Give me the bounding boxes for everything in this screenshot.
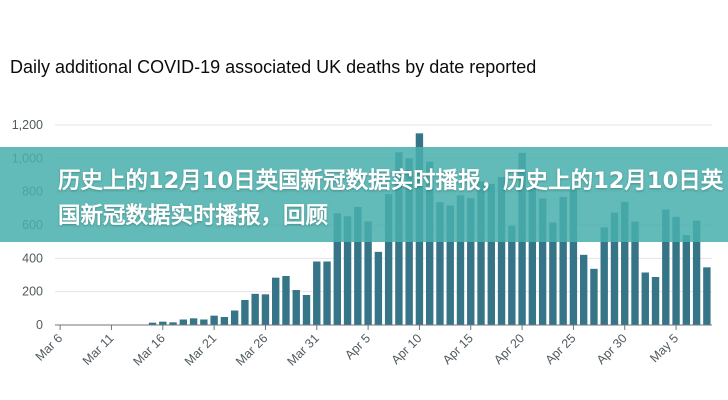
x-tick-label: Apr 5: [342, 331, 373, 362]
bar: [272, 277, 280, 325]
bar: [559, 197, 567, 325]
bar: [528, 187, 537, 325]
bar: [446, 205, 454, 325]
bar: [333, 213, 342, 325]
bar: [579, 254, 588, 325]
bar: [549, 222, 557, 325]
bar: [600, 227, 608, 325]
bar: [508, 225, 516, 325]
bar: [651, 277, 660, 325]
bar: [210, 315, 218, 325]
bar: [159, 321, 167, 325]
bar: [477, 181, 485, 325]
x-tick-label: Mar 26: [233, 331, 270, 368]
x-tick-label: Mar 6: [33, 331, 66, 364]
bar: [189, 318, 198, 325]
bar: [220, 317, 229, 325]
x-tick-label: Mar 21: [182, 331, 219, 368]
bar: [703, 267, 711, 325]
x-tick-label: Apr 15: [440, 331, 476, 367]
bar: [313, 261, 321, 325]
bar: [364, 221, 372, 325]
y-tick-label: 400: [22, 251, 43, 265]
bar: [241, 300, 249, 325]
headline-banner: [0, 147, 728, 242]
bar: [631, 221, 639, 325]
bar: [692, 220, 701, 325]
bar: [569, 189, 578, 325]
bar: [343, 216, 352, 325]
bar: [497, 177, 506, 325]
bar: [487, 183, 495, 325]
x-tick-label: Apr 20: [491, 331, 527, 367]
bar: [436, 202, 444, 325]
x-tick-label: Mar 11: [80, 331, 117, 368]
bar: [302, 295, 311, 325]
x-tick-label: Apr 25: [543, 331, 579, 367]
bar: [230, 310, 239, 325]
bar: [425, 161, 434, 325]
bar: [384, 194, 393, 325]
chart-title: Daily additional COVID-19 associated UK …: [10, 57, 537, 77]
bar: [323, 261, 331, 325]
x-tick-label: Mar 31: [284, 331, 321, 368]
bar: [672, 216, 680, 325]
bar: [467, 198, 475, 325]
bar: [179, 319, 188, 325]
bar: [251, 293, 259, 325]
bar: [610, 212, 619, 325]
bar: [261, 294, 270, 325]
y-tick-label: 1,200: [12, 118, 43, 132]
bar: [621, 201, 629, 325]
y-tick-label: 200: [22, 285, 43, 299]
bar: [200, 319, 208, 325]
bar: [354, 207, 362, 325]
bar: [292, 290, 300, 325]
bar: [662, 209, 670, 325]
x-tick-label: Apr 10: [389, 331, 425, 367]
bar: [682, 235, 691, 325]
x-tick-label: Mar 16: [131, 331, 168, 368]
bar: [374, 251, 383, 325]
x-tick-label: May 5: [647, 331, 681, 365]
bar: [148, 322, 157, 325]
bar: [641, 272, 649, 325]
bar: [590, 268, 598, 325]
bar: [282, 276, 290, 325]
bar: [456, 195, 465, 325]
headline-banner-text: 历史上的12月10日英国新冠数据实时播报，历史上的12月10日英国新冠数据实时播…: [58, 168, 724, 229]
x-tick-label: Apr 30: [594, 331, 630, 367]
y-tick-label: 0: [36, 318, 43, 332]
bar: [169, 322, 177, 325]
bar: [538, 198, 547, 325]
